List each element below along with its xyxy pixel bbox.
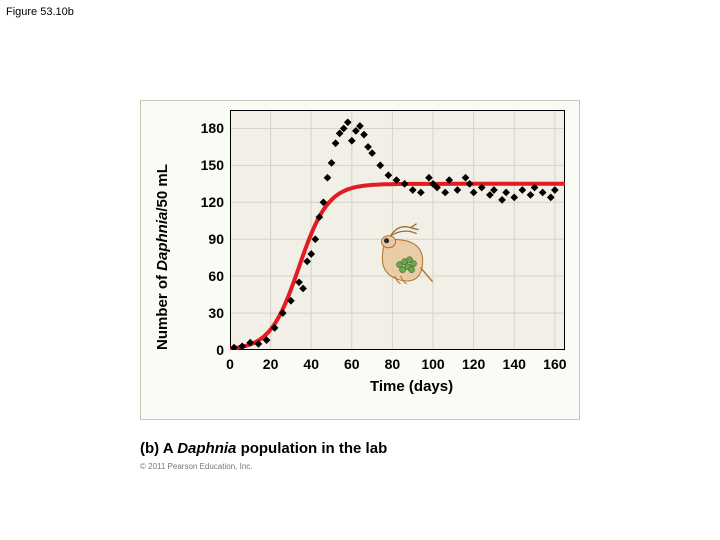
copyright-text: © 2011 Pearson Education, Inc. bbox=[140, 462, 252, 471]
x-tick-label: 60 bbox=[344, 356, 360, 372]
page-root: Figure 53.10b Number of Daphnia/50 mL 0 3… bbox=[0, 0, 720, 540]
x-tick-label: 20 bbox=[263, 356, 279, 372]
x-tick-label: 120 bbox=[462, 356, 485, 372]
daphnia-icon bbox=[382, 224, 433, 284]
figure-label: Figure 53.10b bbox=[6, 6, 74, 18]
chart-container: Number of Daphnia/50 mL 0 30 60 90 120 150 180… bbox=[140, 100, 580, 420]
y-axis-label-suffix: /50 mL bbox=[154, 164, 171, 212]
x-axis-label: Time (days) bbox=[370, 378, 453, 395]
y-tick-label: 90 bbox=[184, 231, 224, 247]
x-tick-label: 40 bbox=[303, 356, 319, 372]
y-tick-label: 150 bbox=[184, 157, 224, 173]
caption-italic: Daphnia bbox=[177, 440, 236, 457]
y-tick-label: 30 bbox=[184, 305, 224, 321]
y-tick-label: 180 bbox=[184, 120, 224, 136]
y-tick-label: 120 bbox=[184, 194, 224, 210]
chart-svg bbox=[230, 110, 565, 350]
y-axis-label-italic: Daphnia bbox=[154, 212, 171, 271]
caption: (b) A Daphnia population in the lab bbox=[140, 440, 387, 457]
x-tick-label: 140 bbox=[503, 356, 526, 372]
plot-area bbox=[230, 110, 565, 350]
y-tick-label: 60 bbox=[184, 268, 224, 284]
caption-suffix: population in the lab bbox=[236, 440, 387, 457]
x-tick-label: 100 bbox=[421, 356, 444, 372]
caption-prefix: (b) A bbox=[140, 440, 177, 457]
y-axis-label-prefix: Number of bbox=[154, 271, 171, 350]
y-axis-label: Number of Daphnia/50 mL bbox=[154, 164, 171, 350]
x-tick-label: 0 bbox=[226, 356, 234, 372]
x-tick-label: 80 bbox=[385, 356, 401, 372]
x-tick-label: 160 bbox=[543, 356, 566, 372]
y-tick-label: 0 bbox=[184, 342, 224, 358]
